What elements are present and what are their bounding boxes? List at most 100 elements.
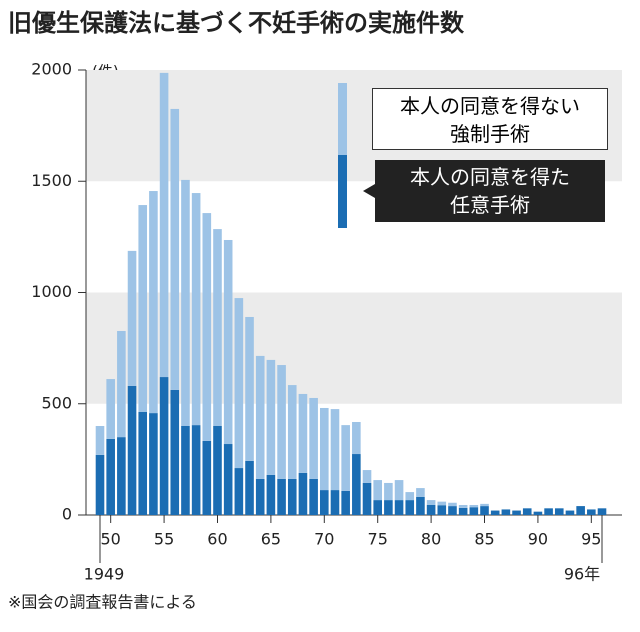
- bar-segment: [309, 397, 318, 479]
- x-tick-label: 1949: [84, 565, 125, 584]
- bar-segment: [191, 425, 201, 515]
- bar-segment: [341, 425, 350, 491]
- callout-tail: [363, 184, 375, 198]
- bar-segment: [287, 385, 297, 479]
- bar-segment: [213, 229, 222, 426]
- bar-segment: [266, 474, 276, 515]
- bar-segment: [405, 500, 415, 515]
- bar-segment: [309, 478, 318, 515]
- legend-label: 本人の同意を得ない 強制手術: [372, 88, 608, 150]
- bar-segment: [394, 500, 404, 515]
- x-tick-label: 90: [528, 530, 548, 549]
- bar-segment: [437, 505, 447, 515]
- bar-segment: [416, 488, 425, 497]
- x-tick-label: 95: [581, 530, 601, 549]
- bar-segment: [298, 393, 308, 473]
- x-tick-label: 60: [207, 530, 227, 549]
- bar-segment: [330, 409, 340, 491]
- bar-segment: [565, 510, 575, 515]
- bar-segment: [138, 411, 148, 515]
- bar-segment: [533, 511, 543, 515]
- bar-segment: [501, 509, 511, 515]
- bar-segment: [480, 503, 489, 507]
- bar-segment: [181, 179, 190, 426]
- bar-segment: [159, 377, 169, 515]
- bar-segment: [554, 508, 564, 515]
- bar-segment: [127, 385, 137, 515]
- bar-segment: [576, 506, 585, 515]
- bar-segment: [384, 482, 393, 501]
- bar-segment: [298, 472, 308, 515]
- bar-segment: [373, 480, 383, 501]
- x-tick-label: 55: [154, 530, 174, 549]
- legend-swatch: [338, 155, 347, 228]
- bar-segment: [234, 298, 244, 469]
- y-tick-label: 2000: [31, 60, 72, 79]
- bar-segment: [106, 379, 115, 439]
- bar-segment: [426, 500, 436, 505]
- x-tick-label: 80: [421, 530, 441, 549]
- bar-segment: [319, 407, 329, 491]
- x-tick-label: 65: [261, 530, 281, 549]
- bar-segment: [362, 470, 372, 483]
- bar-segment: [149, 191, 158, 414]
- x-tick-label: 96年: [564, 565, 600, 584]
- bar-segment: [458, 504, 468, 508]
- y-tick-label: 0: [62, 505, 72, 524]
- bar-segment: [106, 438, 115, 515]
- y-tick-label: 1000: [31, 282, 72, 301]
- bar-segment: [202, 440, 212, 515]
- bar-segment: [522, 508, 532, 515]
- bar-segment: [277, 478, 286, 515]
- bar-segment: [181, 426, 190, 515]
- bar-segment: [95, 426, 105, 455]
- bar-segment: [448, 506, 457, 515]
- bar-segment: [117, 330, 126, 438]
- bar-segment: [373, 500, 383, 515]
- bar-segment: [394, 480, 404, 501]
- bar-segment: [213, 426, 222, 515]
- bar-segment: [597, 508, 607, 515]
- chart-title: 旧優生保護法に基づく不妊手術の実施件数: [8, 9, 465, 37]
- bar-segment: [544, 508, 553, 515]
- note: ※国会の調査報告書による: [8, 593, 197, 612]
- bar-segment: [426, 504, 436, 515]
- bar-segment: [255, 355, 265, 479]
- bar-segment: [587, 509, 596, 515]
- bar-segment: [138, 205, 148, 412]
- bar-segment: [266, 359, 276, 475]
- bar-segment: [352, 421, 361, 455]
- bar-segment: [287, 478, 297, 515]
- bar-segment: [117, 437, 126, 515]
- bar-segment: [223, 444, 233, 515]
- bar-segment: [159, 72, 169, 378]
- x-tick-label: 70: [314, 530, 334, 549]
- bar-segment: [448, 502, 457, 507]
- bar-segment: [245, 460, 254, 515]
- bar-segment: [480, 506, 489, 515]
- bar-segment: [458, 507, 468, 515]
- bar-segment: [512, 510, 521, 515]
- bar-segment: [191, 193, 201, 426]
- x-tick-label: 75: [368, 530, 388, 549]
- bar-segment: [362, 482, 372, 515]
- bar-segment: [95, 454, 105, 515]
- bar-segment: [341, 490, 350, 515]
- y-tick-label: 1500: [31, 171, 72, 190]
- x-tick-label: 50: [101, 530, 121, 549]
- bar-segment: [469, 504, 479, 508]
- legend-label: 本人の同意を得た 任意手術: [375, 160, 605, 222]
- bar-segment: [255, 478, 265, 515]
- bar-segment: [469, 507, 479, 515]
- bar-segment: [490, 510, 500, 515]
- bar-segment: [245, 316, 254, 461]
- bar-segment: [437, 501, 447, 506]
- bar-segment: [170, 108, 180, 390]
- bar-segment: [384, 500, 393, 515]
- bar-segment: [202, 213, 212, 441]
- legend-swatch: [338, 83, 347, 155]
- bar-segment: [170, 389, 180, 515]
